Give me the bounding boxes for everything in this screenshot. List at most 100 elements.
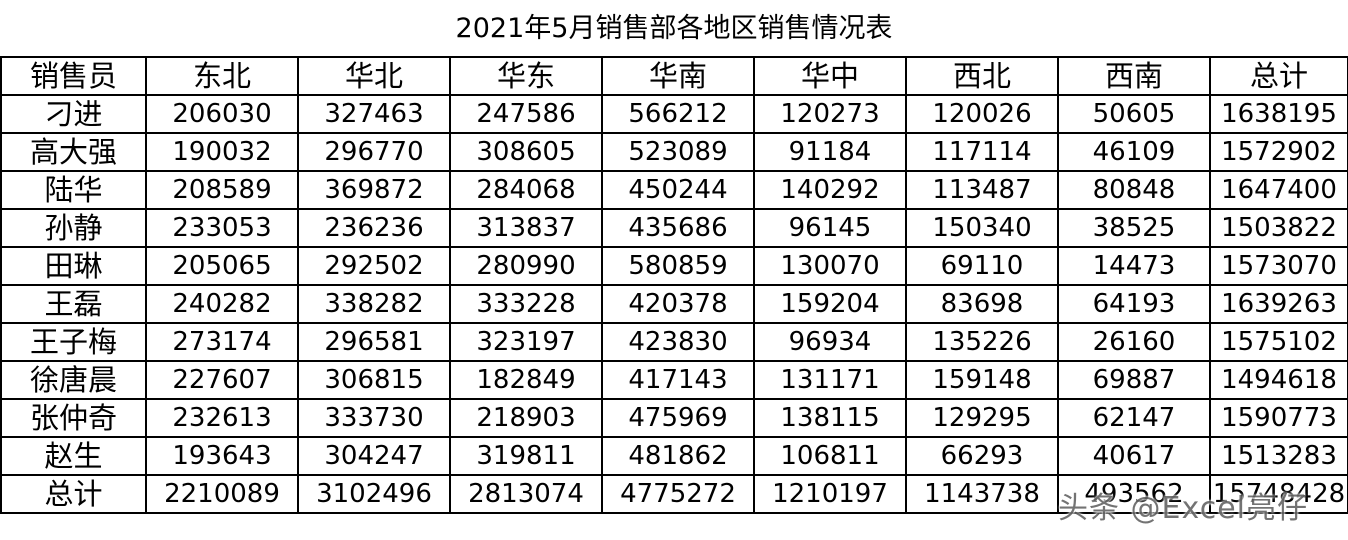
cell-total[interactable]: 1647400 xyxy=(1209,170,1348,210)
cell-value[interactable]: 280990 xyxy=(449,246,603,286)
cell-salesperson[interactable]: 王子梅 xyxy=(0,322,147,362)
cell-value[interactable]: 435686 xyxy=(601,208,755,248)
cell-salesperson[interactable]: 刁进 xyxy=(0,94,147,134)
cell-value[interactable]: 117114 xyxy=(905,132,1059,172)
cell-value[interactable]: 338282 xyxy=(297,284,451,324)
cell-value[interactable]: 292502 xyxy=(297,246,451,286)
cell-value[interactable]: 69887 xyxy=(1057,360,1211,400)
cell-value[interactable]: 481862 xyxy=(601,436,755,476)
cell-value[interactable]: 40617 xyxy=(1057,436,1211,476)
cell-value[interactable]: 80848 xyxy=(1057,170,1211,210)
cell-value[interactable]: 120026 xyxy=(905,94,1059,134)
cell-column-total[interactable]: 1143738 xyxy=(905,474,1059,514)
cell-value[interactable]: 284068 xyxy=(449,170,603,210)
cell-value[interactable]: 69110 xyxy=(905,246,1059,286)
cell-value[interactable]: 206030 xyxy=(145,94,299,134)
cell-value[interactable]: 247586 xyxy=(449,94,603,134)
cell-value[interactable]: 333730 xyxy=(297,398,451,438)
cell-value[interactable]: 14473 xyxy=(1057,246,1211,286)
cell-value[interactable]: 236236 xyxy=(297,208,451,248)
cell-total[interactable]: 1638195 xyxy=(1209,94,1348,134)
header-cell-east[interactable]: 华东 xyxy=(449,56,603,96)
cell-column-total[interactable]: 4775272 xyxy=(601,474,755,514)
cell-value[interactable]: 333228 xyxy=(449,284,603,324)
cell-value[interactable]: 327463 xyxy=(297,94,451,134)
cell-total-label[interactable]: 总计 xyxy=(0,474,147,514)
cell-value[interactable]: 120273 xyxy=(753,94,907,134)
cell-value[interactable]: 38525 xyxy=(1057,208,1211,248)
cell-value[interactable]: 227607 xyxy=(145,360,299,400)
cell-value[interactable]: 129295 xyxy=(905,398,1059,438)
cell-salesperson[interactable]: 陆华 xyxy=(0,170,147,210)
header-cell-south[interactable]: 华南 xyxy=(601,56,755,96)
cell-column-total[interactable]: 1210197 xyxy=(753,474,907,514)
cell-value[interactable]: 159148 xyxy=(905,360,1059,400)
cell-value[interactable]: 369872 xyxy=(297,170,451,210)
header-cell-north[interactable]: 华北 xyxy=(297,56,451,96)
cell-salesperson[interactable]: 赵生 xyxy=(0,436,147,476)
cell-value[interactable]: 296770 xyxy=(297,132,451,172)
cell-total[interactable]: 1572902 xyxy=(1209,132,1348,172)
cell-total[interactable]: 1513283 xyxy=(1209,436,1348,476)
cell-value[interactable]: 304247 xyxy=(297,436,451,476)
cell-value[interactable]: 475969 xyxy=(601,398,755,438)
cell-total[interactable]: 1575102 xyxy=(1209,322,1348,362)
cell-value[interactable]: 208589 xyxy=(145,170,299,210)
cell-value[interactable]: 306815 xyxy=(297,360,451,400)
header-cell-central[interactable]: 华中 xyxy=(753,56,907,96)
cell-salesperson[interactable]: 孙静 xyxy=(0,208,147,248)
header-cell-northwest[interactable]: 西北 xyxy=(905,56,1059,96)
cell-column-total[interactable]: 2210089 xyxy=(145,474,299,514)
cell-salesperson[interactable]: 高大强 xyxy=(0,132,147,172)
cell-value[interactable]: 313837 xyxy=(449,208,603,248)
cell-value[interactable]: 580859 xyxy=(601,246,755,286)
cell-salesperson[interactable]: 王磊 xyxy=(0,284,147,324)
cell-value[interactable]: 420378 xyxy=(601,284,755,324)
cell-column-total[interactable]: 2813074 xyxy=(449,474,603,514)
cell-value[interactable]: 130070 xyxy=(753,246,907,286)
cell-value[interactable]: 233053 xyxy=(145,208,299,248)
cell-total[interactable]: 1639263 xyxy=(1209,284,1348,324)
cell-value[interactable]: 50605 xyxy=(1057,94,1211,134)
cell-value[interactable]: 91184 xyxy=(753,132,907,172)
cell-value[interactable]: 62147 xyxy=(1057,398,1211,438)
header-cell-southwest[interactable]: 西南 xyxy=(1057,56,1211,96)
cell-salesperson[interactable]: 徐唐晨 xyxy=(0,360,147,400)
header-cell-salesperson[interactable]: 销售员 xyxy=(0,56,147,96)
cell-value[interactable]: 138115 xyxy=(753,398,907,438)
header-cell-northeast[interactable]: 东北 xyxy=(145,56,299,96)
cell-total[interactable]: 1503822 xyxy=(1209,208,1348,248)
cell-value[interactable]: 66293 xyxy=(905,436,1059,476)
cell-value[interactable]: 193643 xyxy=(145,436,299,476)
cell-value[interactable]: 96145 xyxy=(753,208,907,248)
cell-value[interactable]: 240282 xyxy=(145,284,299,324)
cell-value[interactable]: 46109 xyxy=(1057,132,1211,172)
cell-value[interactable]: 218903 xyxy=(449,398,603,438)
cell-value[interactable]: 131171 xyxy=(753,360,907,400)
cell-value[interactable]: 135226 xyxy=(905,322,1059,362)
cell-value[interactable]: 423830 xyxy=(601,322,755,362)
cell-value[interactable]: 159204 xyxy=(753,284,907,324)
cell-value[interactable]: 26160 xyxy=(1057,322,1211,362)
cell-value[interactable]: 140292 xyxy=(753,170,907,210)
cell-value[interactable]: 64193 xyxy=(1057,284,1211,324)
cell-value[interactable]: 323197 xyxy=(449,322,603,362)
cell-value[interactable]: 566212 xyxy=(601,94,755,134)
cell-value[interactable]: 205065 xyxy=(145,246,299,286)
cell-total[interactable]: 1573070 xyxy=(1209,246,1348,286)
cell-value[interactable]: 319811 xyxy=(449,436,603,476)
cell-value[interactable]: 417143 xyxy=(601,360,755,400)
cell-value[interactable]: 450244 xyxy=(601,170,755,210)
cell-total[interactable]: 1590773 xyxy=(1209,398,1348,438)
cell-value[interactable]: 273174 xyxy=(145,322,299,362)
cell-salesperson[interactable]: 张仲奇 xyxy=(0,398,147,438)
cell-value[interactable]: 113487 xyxy=(905,170,1059,210)
cell-value[interactable]: 190032 xyxy=(145,132,299,172)
cell-grand-total[interactable]: 15748428 xyxy=(1209,474,1348,514)
header-cell-total[interactable]: 总计 xyxy=(1209,56,1348,96)
cell-total[interactable]: 1494618 xyxy=(1209,360,1348,400)
cell-value[interactable]: 150340 xyxy=(905,208,1059,248)
cell-column-total[interactable]: 493562 xyxy=(1057,474,1211,514)
cell-value[interactable]: 182849 xyxy=(449,360,603,400)
cell-value[interactable]: 296581 xyxy=(297,322,451,362)
